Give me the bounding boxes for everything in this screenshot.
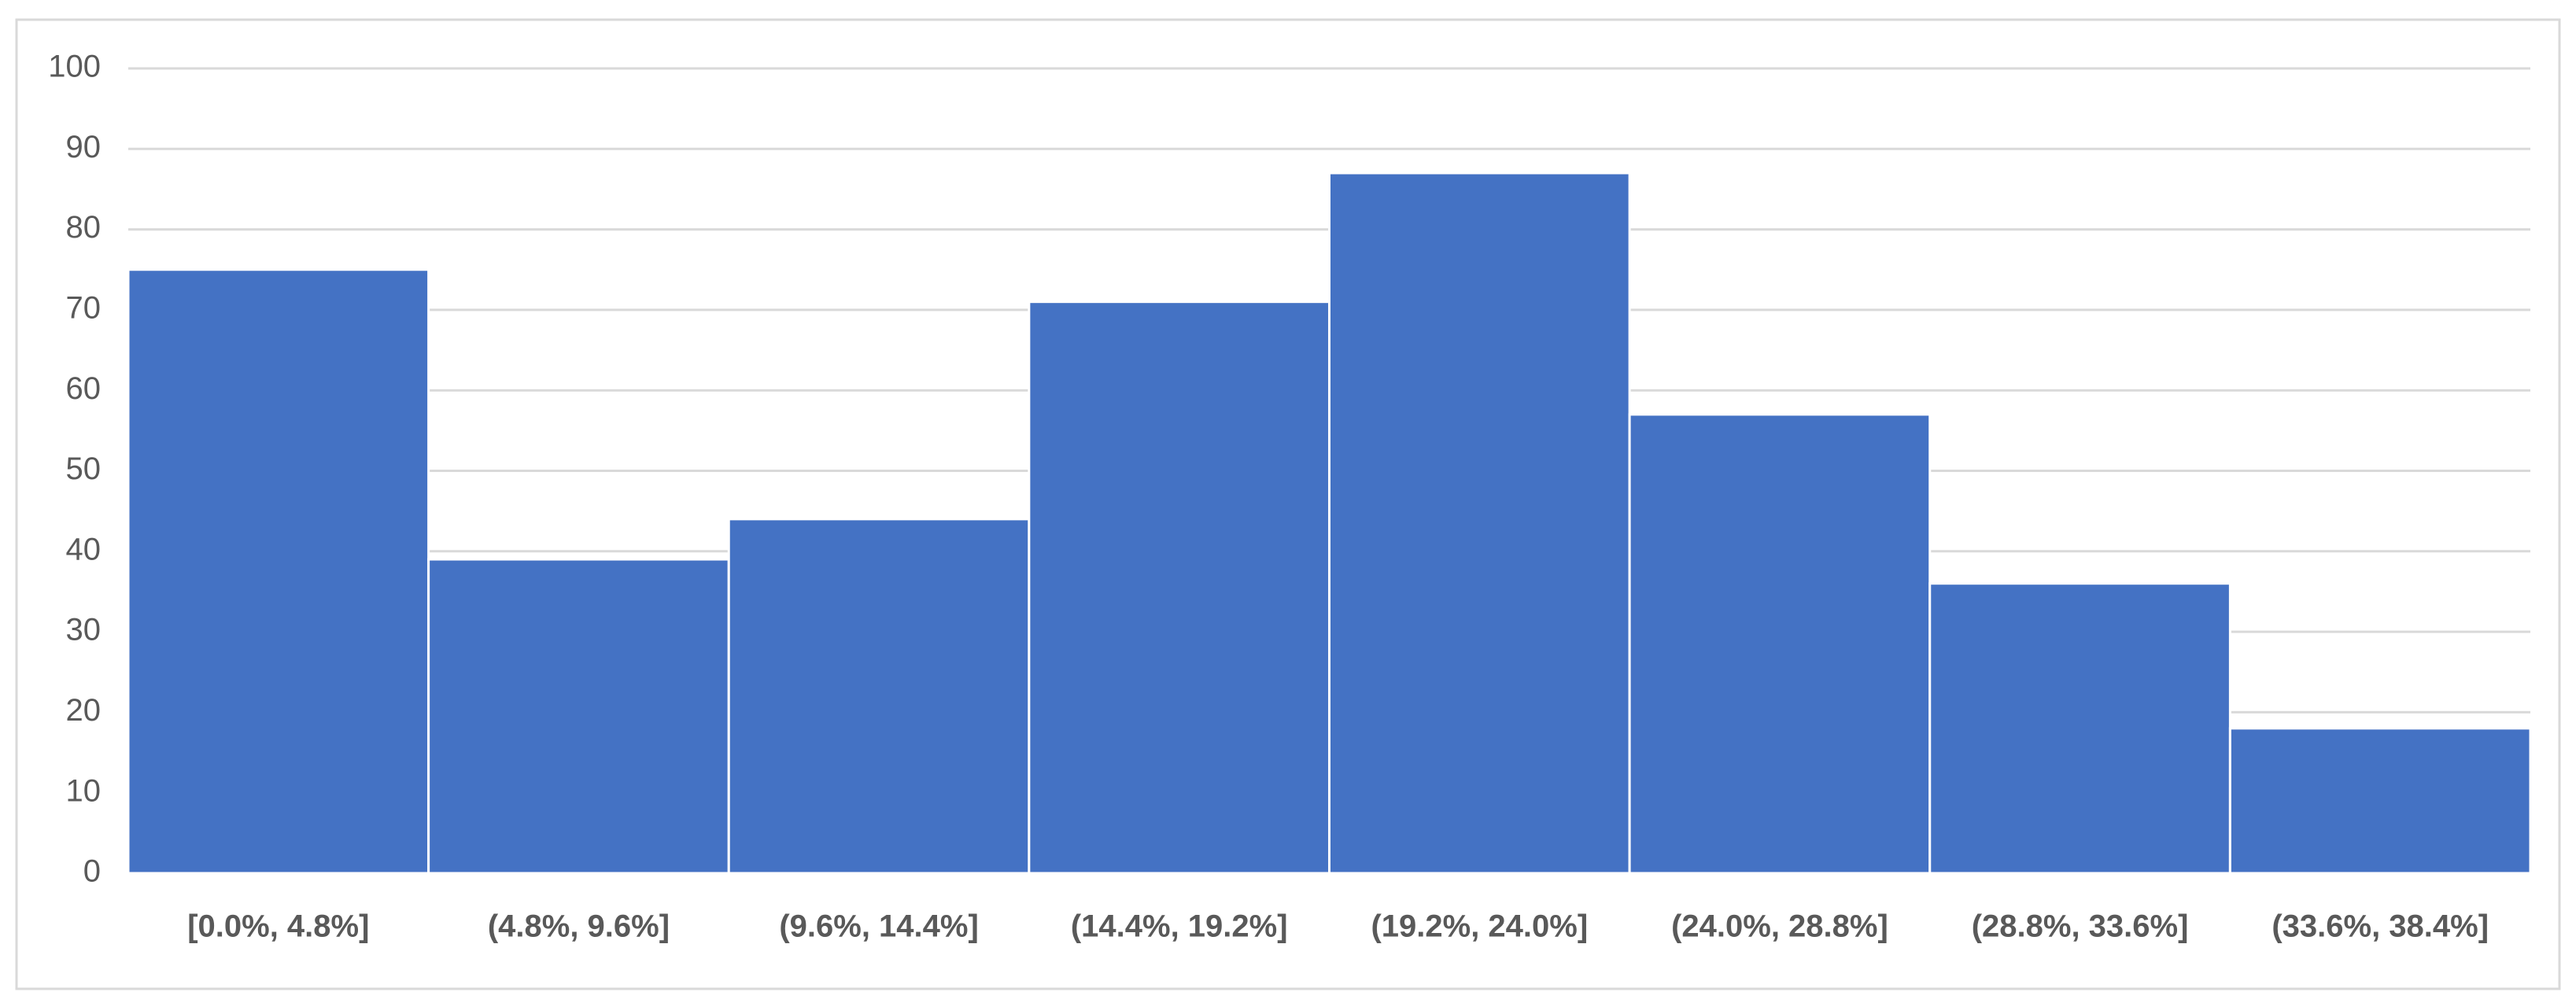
bar bbox=[427, 558, 730, 875]
y-tick-label: 40 bbox=[66, 532, 101, 566]
bar bbox=[1328, 171, 1631, 875]
bar bbox=[1028, 301, 1330, 875]
x-tick-label: (4.8%, 9.6%] bbox=[488, 909, 670, 944]
x-tick-label: (14.4%, 19.2%] bbox=[1071, 909, 1288, 944]
x-tick-label: (28.8%, 33.6%] bbox=[1972, 909, 2189, 944]
bar bbox=[727, 518, 1031, 875]
x-tick-label: [0.0%, 4.8%] bbox=[187, 909, 369, 944]
y-tick-label: 20 bbox=[66, 693, 101, 728]
y-tick-label: 90 bbox=[66, 130, 101, 164]
bar bbox=[1628, 413, 1932, 875]
y-tick-label: 50 bbox=[66, 452, 101, 486]
y-tick-label: 10 bbox=[66, 773, 101, 808]
bar bbox=[1928, 582, 2231, 875]
y-tick-label: 70 bbox=[66, 290, 101, 325]
y-tick-label: 0 bbox=[83, 854, 101, 889]
bar bbox=[127, 268, 430, 875]
bar bbox=[2228, 727, 2532, 875]
y-tick-label: 100 bbox=[48, 50, 101, 84]
y-tick-label: 60 bbox=[66, 371, 101, 406]
x-tick-label: (24.0%, 28.8%] bbox=[1671, 909, 1888, 944]
y-tick-label: 30 bbox=[66, 613, 101, 647]
y-tick-label: 80 bbox=[66, 210, 101, 245]
x-tick-label: (9.6%, 14.4%] bbox=[779, 909, 978, 944]
x-tick-label: (33.6%, 38.4%] bbox=[2272, 909, 2489, 944]
x-tick-label: (19.2%, 24.0%] bbox=[1371, 909, 1588, 944]
